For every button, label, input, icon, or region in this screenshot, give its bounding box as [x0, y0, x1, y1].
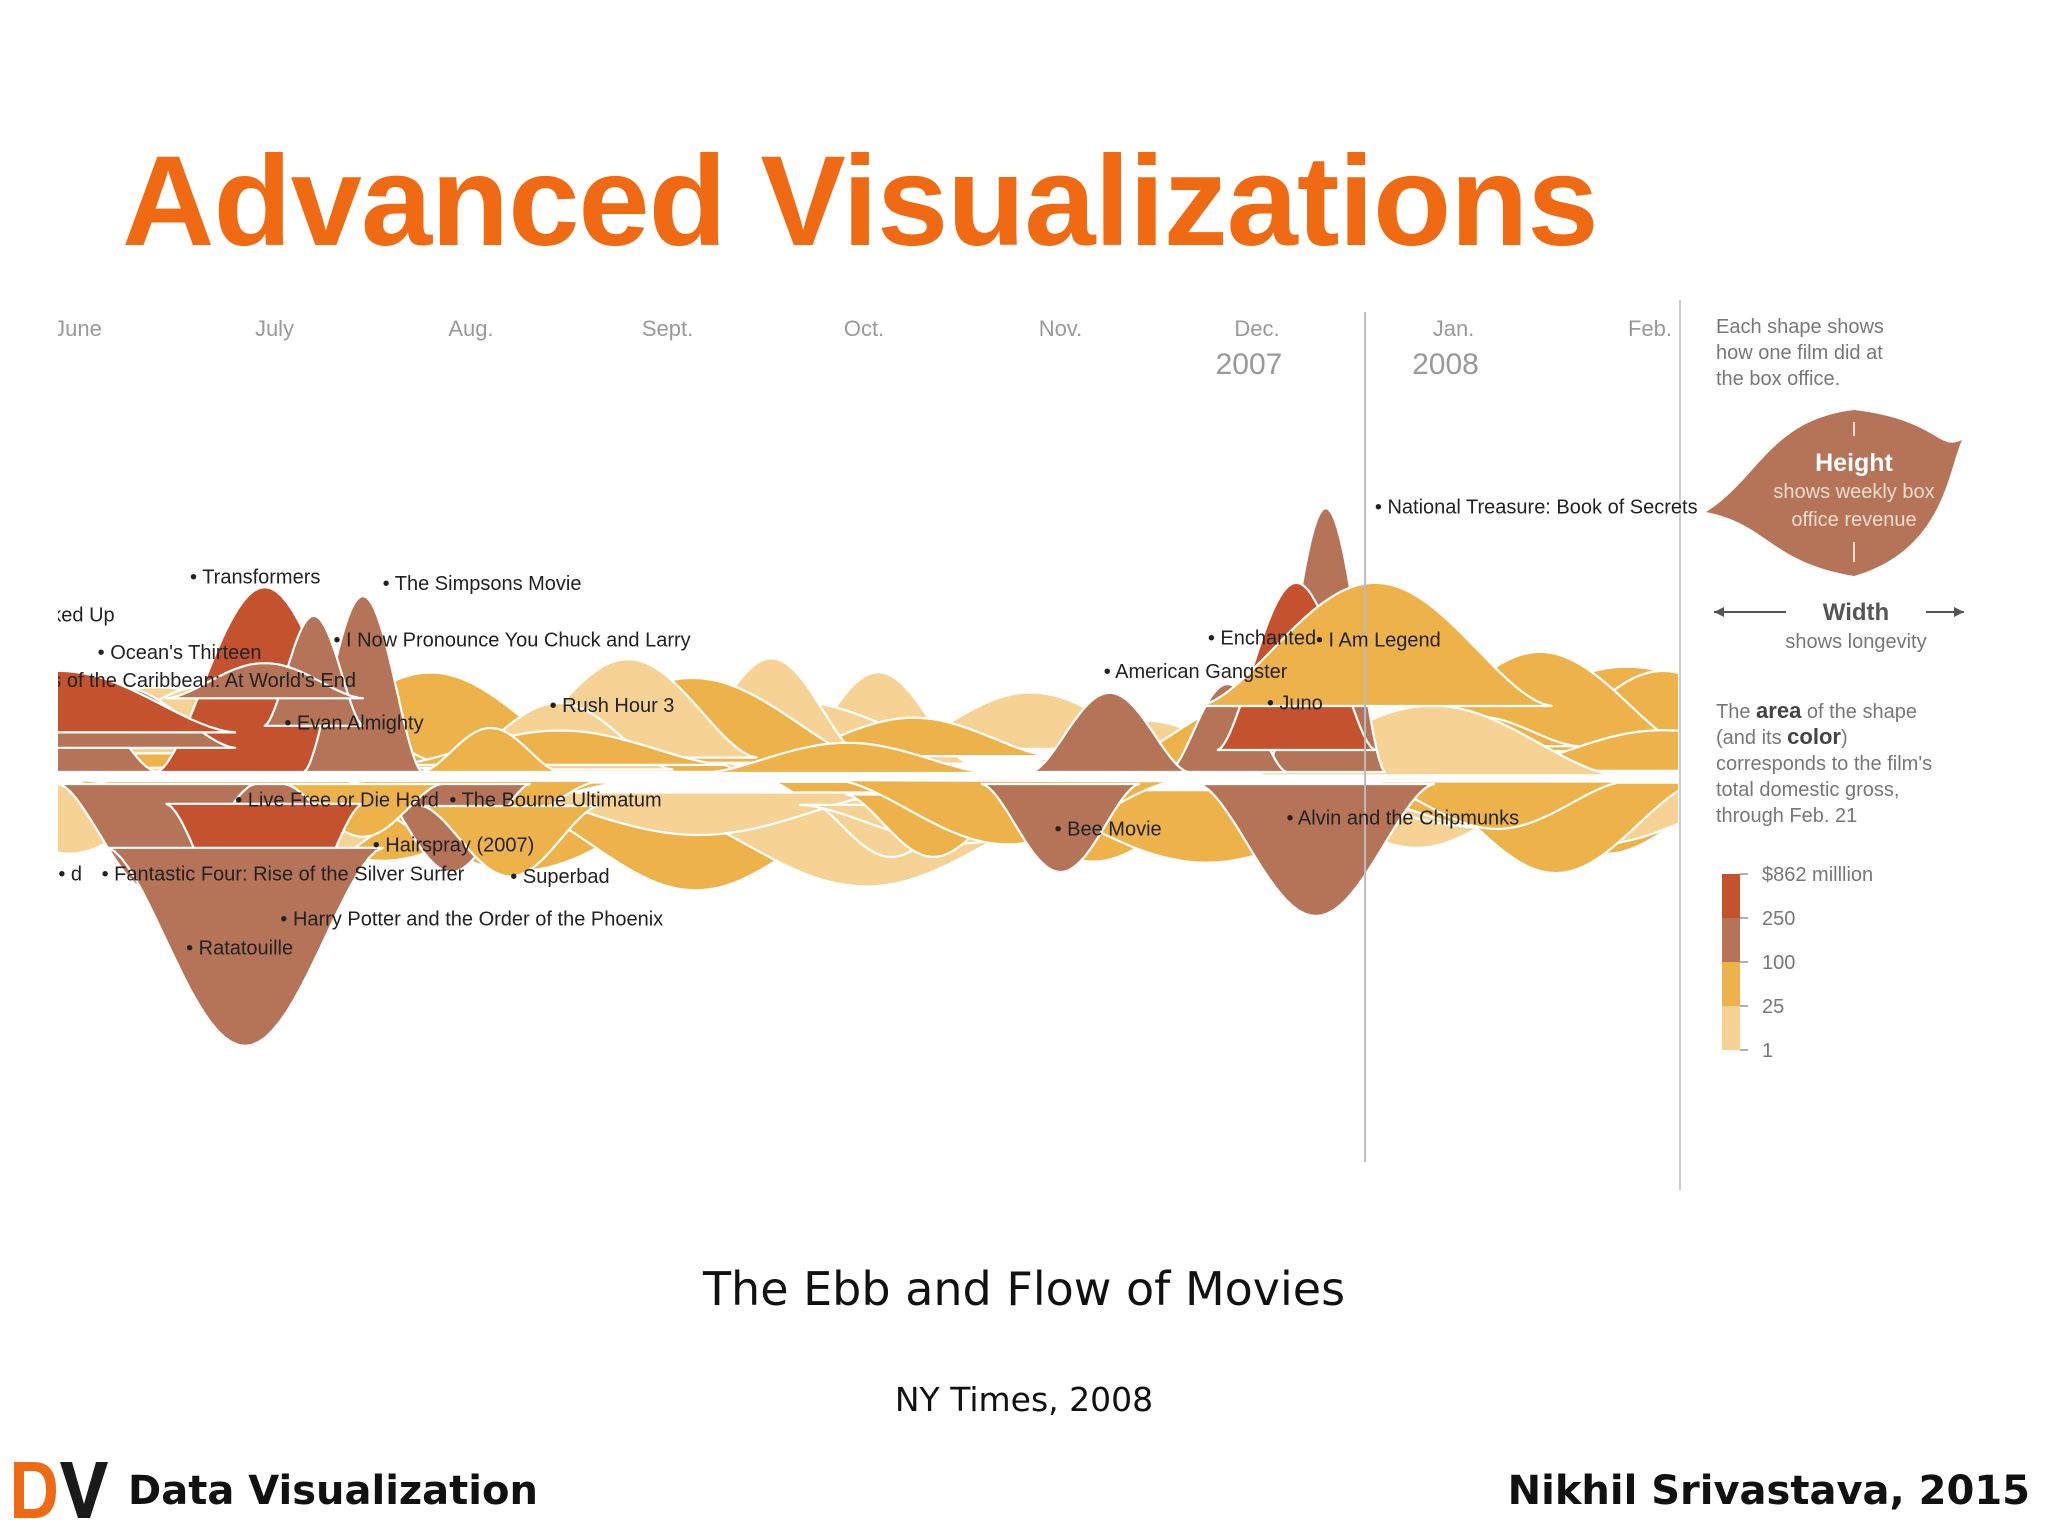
film-label: • Hairspray (2007): [373, 835, 535, 857]
film-label: • Enchanted: [1208, 628, 1316, 650]
month-tick-label: Oct.: [844, 316, 884, 341]
footer-author: Nikhil Srivastava, 2015: [1507, 1468, 2030, 1514]
legend-height-title: Height: [1815, 449, 1893, 477]
legend-scale-label: 1: [1762, 1040, 1773, 1062]
year-label: 2007: [1216, 348, 1283, 381]
legend-scale-segment: [1722, 962, 1740, 1006]
legend-area-line: corresponds to the film's: [1716, 753, 1932, 775]
film-label: • Juno: [1267, 693, 1323, 715]
legend-scale-label: 250: [1762, 908, 1795, 930]
chart-legend: Each shape shows how one film did at the b…: [1706, 316, 1964, 1062]
chart-caption: The Ebb and Flow of Movies: [702, 1262, 1346, 1316]
legend-height-shape: [1706, 410, 1962, 576]
legend-width-desc: shows longevity: [1785, 631, 1926, 653]
film-stream: [1196, 782, 1435, 918]
film-label: • I Am Legend: [1316, 630, 1441, 652]
streamgraph-figure: June July Aug. Sept. Oct. Nov. Dec. Jan. Feb. 200…: [58, 300, 2018, 1200]
month-tick-label: Dec.: [1234, 316, 1279, 341]
film-stream: [1029, 691, 1190, 774]
legend-area-line: (and its color): [1716, 724, 1848, 749]
filler-stream: [701, 741, 993, 775]
film-label: • d: [58, 864, 82, 886]
film-stream: [420, 804, 600, 878]
film-label: • I Now Pronounce You Chuck and Larry: [333, 630, 690, 652]
year-label: 2008: [1412, 348, 1479, 381]
film-label: • The Simpsons Movie: [383, 573, 582, 595]
film-label: • Bee Movie: [1055, 819, 1162, 841]
month-tick-label: June: [58, 316, 102, 341]
legend-scale-label: $862 milllion: [1762, 864, 1873, 886]
legend-scale-label: 25: [1762, 996, 1784, 1018]
film-label: • American Gangster: [1104, 661, 1288, 683]
legend-scale-label: 100: [1762, 952, 1795, 974]
film-stream: [106, 846, 384, 1047]
legend-scale-segment: [1722, 874, 1740, 918]
streams-layer: [58, 506, 1678, 1047]
film-stream: [58, 669, 237, 734]
legend-intro: how one film did at: [1716, 342, 1883, 364]
footer-course-name: Data Visualization: [128, 1468, 538, 1514]
legend-area-line: through Feb. 21: [1716, 805, 1857, 827]
legend-intro: Each shape shows: [1716, 316, 1884, 338]
month-tick-label: Aug.: [448, 316, 493, 341]
film-label: • Rush Hour 3: [550, 695, 675, 717]
legend-area-line: The area of the shape: [1716, 698, 1917, 723]
film-label: • National Treasure: Book of Secrets: [1375, 496, 1698, 518]
film-label: • Fantastic Four: Rise of the Silver Sur…: [102, 864, 465, 886]
month-axis: June July Aug. Sept. Oct. Nov. Dec. Jan. Feb. 200…: [58, 300, 1681, 1190]
legend-scale-segment: [1722, 918, 1740, 962]
film-labels: • Transformers • The Simpsons Movie • ked …: [58, 496, 1698, 959]
legend-intro: the box office.: [1716, 368, 1840, 390]
month-tick-label: July: [255, 316, 294, 341]
film-label: • Evan Almighty: [284, 712, 423, 734]
month-tick-label: Sept.: [642, 316, 693, 341]
dv-logo: [14, 1462, 108, 1518]
month-tick-label: Feb.: [1628, 316, 1672, 341]
chart-source: NY Times, 2008: [894, 1380, 1154, 1419]
film-stream: [980, 782, 1141, 874]
legend-height-desc: office revenue: [1791, 509, 1916, 531]
film-label: • Superbad: [510, 866, 609, 888]
month-tick-label: Nov.: [1039, 316, 1083, 341]
film-stream: [283, 782, 443, 838]
center-seam: [58, 773, 1678, 783]
film-label: • Alvin and the Chipmunks: [1286, 808, 1519, 830]
film-label: • Transformers: [190, 567, 320, 589]
film-label: • Harry Potter and the Order of the Phoe…: [280, 909, 663, 931]
film-stream: [1196, 581, 1553, 708]
slide-footer: Data Visualization Nikhil Srivastava, 20…: [0, 1446, 2048, 1536]
film-stream: [420, 726, 561, 774]
film-label: • ked Up: [58, 604, 115, 626]
film-label: • The Bourne Ultimatum: [449, 790, 661, 812]
legend-width-title: Width: [1823, 599, 1889, 626]
month-tick-label: Jan.: [1433, 316, 1475, 341]
legend-height-desc: shows weekly box: [1773, 481, 1934, 503]
legend-scale-segment: [1722, 1006, 1740, 1050]
film-label: • Live Free or Die Hard: [235, 790, 439, 812]
film-label: • Ocean's Thirteen: [98, 642, 262, 664]
film-label: • Ratatouille: [186, 937, 293, 959]
film-label: • s of the Caribbean: At World's End: [58, 670, 356, 692]
slide-title: Advanced Visualizations: [122, 130, 1599, 273]
film-stream: [165, 662, 364, 700]
streamgraph-chart: June July Aug. Sept. Oct. Nov. Dec. Jan. Feb. 200…: [58, 300, 1964, 1190]
legend-area-line: total domestic gross,: [1716, 779, 1899, 801]
